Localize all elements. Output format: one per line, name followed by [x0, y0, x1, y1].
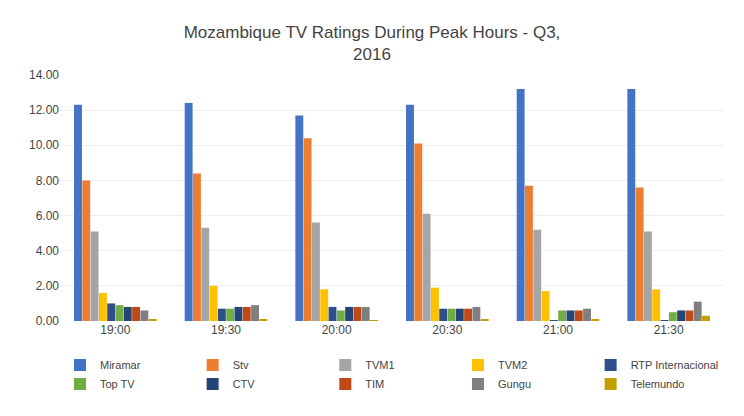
svg-text:RTP Internacional: RTP Internacional: [631, 359, 719, 371]
svg-text:TIM: TIM: [365, 378, 384, 390]
svg-text:19:30: 19:30: [211, 323, 241, 337]
svg-text:20:00: 20:00: [322, 323, 352, 337]
svg-text:Mozambique TV Ratings During P: Mozambique TV Ratings During Peak Hours …: [184, 23, 561, 64]
svg-text:0.00: 0.00: [36, 314, 60, 328]
svg-text:6.00: 6.00: [36, 209, 60, 223]
svg-text:19:00: 19:00: [100, 323, 130, 337]
svg-text:Miramar: Miramar: [100, 359, 141, 371]
svg-text:TVM1: TVM1: [365, 359, 394, 371]
svg-text:TVM2: TVM2: [498, 359, 527, 371]
svg-text:21:00: 21:00: [543, 323, 573, 337]
svg-text:Telemundo: Telemundo: [631, 378, 685, 390]
svg-text:10.00: 10.00: [29, 138, 59, 152]
svg-text:Stv: Stv: [233, 359, 249, 371]
svg-text:8.00: 8.00: [36, 174, 60, 188]
svg-text:4.00: 4.00: [36, 244, 60, 258]
svg-text:2.00: 2.00: [36, 279, 60, 293]
svg-text:Gungu: Gungu: [498, 378, 531, 390]
svg-text:Top TV: Top TV: [100, 378, 135, 390]
svg-text:20:30: 20:30: [432, 323, 462, 337]
svg-text:21:30: 21:30: [654, 323, 684, 337]
svg-text:14.00: 14.00: [29, 68, 59, 82]
svg-text:CTV: CTV: [233, 378, 256, 390]
svg-text:12.00: 12.00: [29, 103, 59, 117]
